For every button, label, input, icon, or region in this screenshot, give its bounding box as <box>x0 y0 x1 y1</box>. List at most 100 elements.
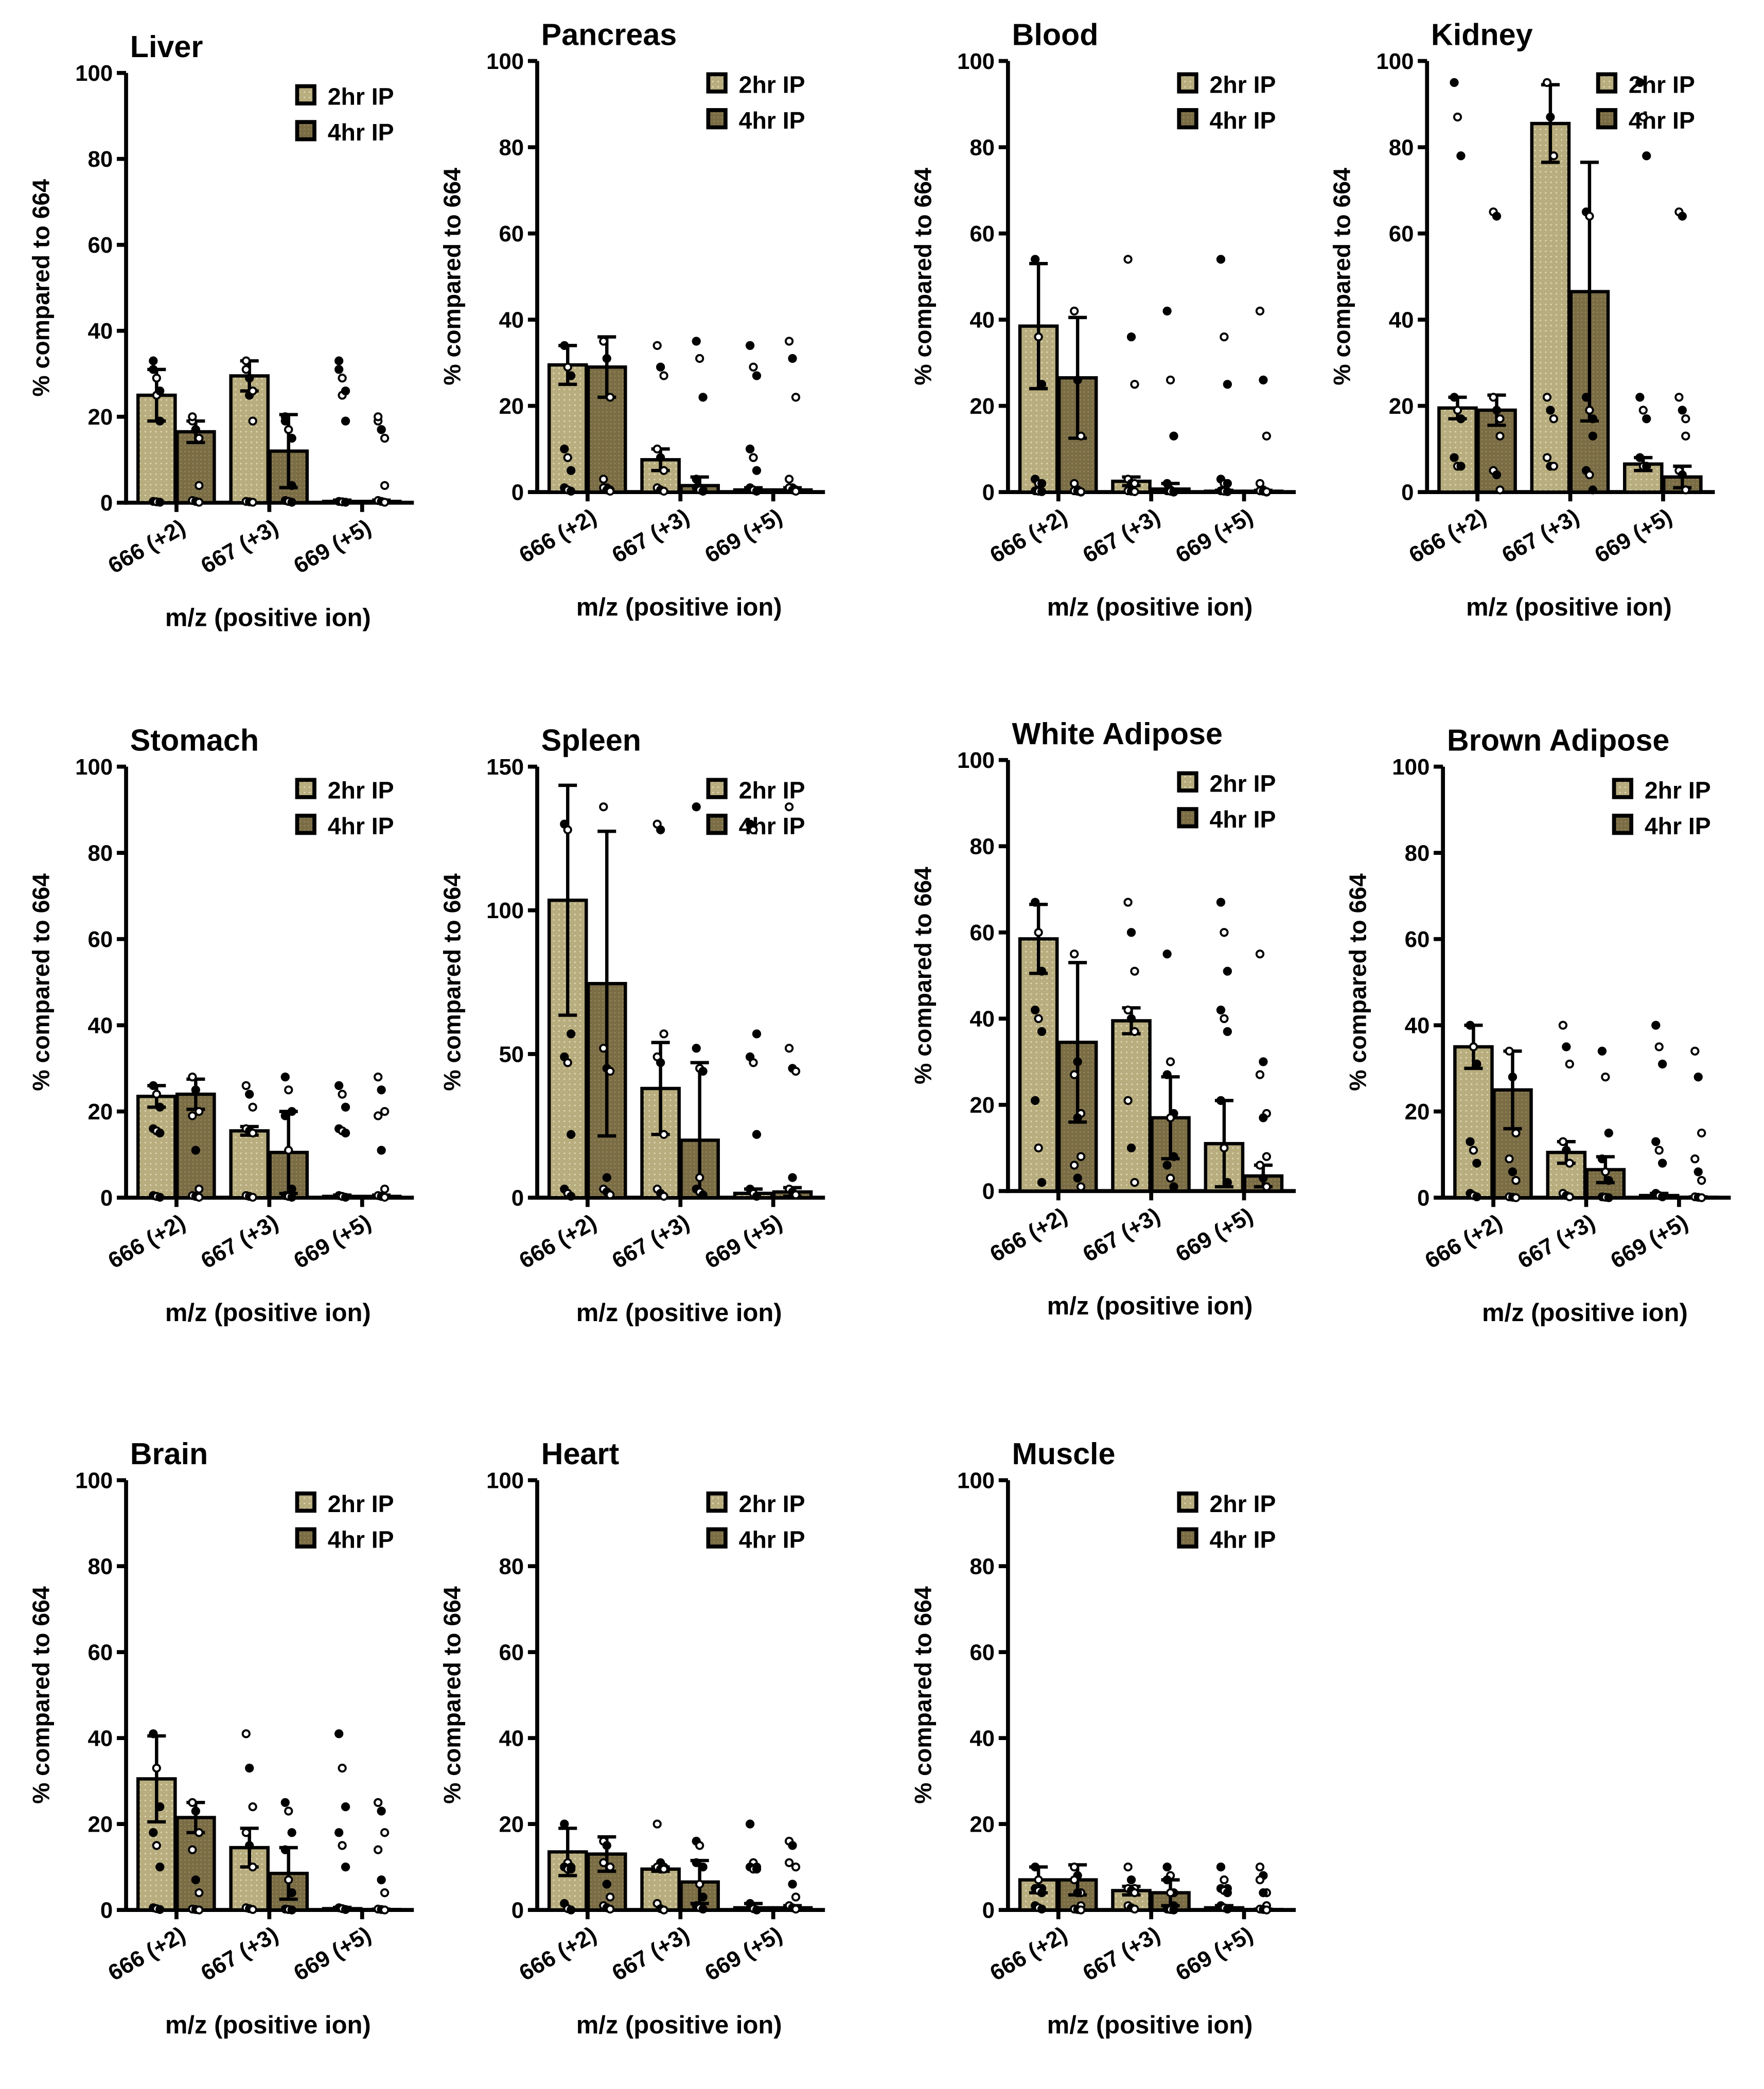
legend-label: 4hr IP <box>328 119 394 146</box>
y-tick-label: 0 <box>100 490 113 516</box>
data-point <box>241 1729 251 1739</box>
data-point <box>1262 487 1272 496</box>
data-point <box>1220 1143 1229 1153</box>
legend-label: 4hr IP <box>1210 107 1276 134</box>
data-point <box>1697 1193 1706 1202</box>
y-axis-label: % compared to 664 <box>1345 873 1371 1091</box>
data-point <box>188 1111 197 1120</box>
data-point <box>599 1044 608 1053</box>
legend-label: 4hr IP <box>739 1526 805 1553</box>
x-tick-label: 669 (+5) <box>1171 504 1257 568</box>
data-point <box>784 337 794 346</box>
data-point <box>1031 1005 1040 1015</box>
data-point <box>692 337 701 346</box>
data-point <box>1642 462 1651 471</box>
data-point <box>1597 1046 1607 1056</box>
data-point <box>195 1184 204 1194</box>
data-point <box>698 1190 708 1200</box>
chart-title: Pancreas <box>541 17 677 52</box>
x-tick-label: 666 (+2) <box>986 504 1072 568</box>
data-point <box>1508 1073 1518 1082</box>
data-point <box>1549 462 1558 471</box>
y-tick-label: 20 <box>969 394 995 419</box>
bar-2hr <box>229 1846 270 1912</box>
data-point <box>287 1107 296 1116</box>
data-point <box>1255 1070 1265 1079</box>
data-point <box>241 365 251 374</box>
data-point <box>606 1066 615 1076</box>
data-point <box>1037 1904 1047 1914</box>
data-point <box>245 1841 254 1850</box>
data-point <box>745 1819 755 1829</box>
data-point <box>1585 212 1594 221</box>
chart-title: White Adipose <box>1012 716 1223 751</box>
data-point <box>341 498 350 507</box>
x-tick-label: 667 (+3) <box>197 515 283 579</box>
data-point <box>1469 1146 1478 1155</box>
legend-swatch-2hr <box>1177 72 1198 94</box>
chart-liver: Liver 0 20 40 60 80 100 % compared to 664 m/z (p… <box>28 29 414 631</box>
legend-label: 4hr IP <box>1210 806 1276 833</box>
data-point <box>1169 1905 1178 1915</box>
x-tick-label: 667 (+3) <box>197 1209 283 1274</box>
y-tick-label: 40 <box>969 308 995 333</box>
data-point <box>377 1146 386 1155</box>
data-point <box>692 802 701 812</box>
data-point <box>284 1806 293 1816</box>
x-tick-label: 669 (+5) <box>290 1209 376 1274</box>
data-point <box>1642 414 1651 424</box>
data-point <box>784 1044 794 1053</box>
data-point <box>1642 151 1651 161</box>
data-point <box>287 498 296 507</box>
y-tick-label: 0 <box>982 1898 995 1923</box>
chart-title: Heart <box>541 1436 620 1471</box>
y-tick-label: 60 <box>499 221 524 247</box>
data-point <box>1697 1176 1706 1185</box>
y-tick-label: 100 <box>486 49 524 74</box>
data-point <box>341 1102 350 1112</box>
legend-label: 2hr IP <box>328 1490 394 1517</box>
data-point <box>656 453 665 462</box>
y-tick-label: 0 <box>982 1179 995 1204</box>
data-point <box>1255 949 1265 959</box>
data-point <box>1216 1862 1226 1872</box>
data-point <box>1130 1027 1139 1037</box>
data-point <box>563 453 572 462</box>
x-axis-label: m/z (positive ion) <box>165 604 371 631</box>
y-axis-label: % compared to 664 <box>909 1586 936 1804</box>
data-point <box>656 825 665 835</box>
data-point <box>749 1058 758 1067</box>
data-point <box>788 354 797 363</box>
data-point <box>1126 1014 1136 1023</box>
data-point <box>698 1904 708 1914</box>
data-point <box>380 1828 390 1837</box>
data-point <box>599 802 608 812</box>
data-point <box>1262 1905 1272 1915</box>
chart-blood: Blood 0 20 40 60 80 100 % compared to 664 m/z (p… <box>909 17 1296 621</box>
data-point <box>155 1905 165 1914</box>
data-point <box>1216 255 1226 264</box>
y-tick-label: 80 <box>969 1554 995 1579</box>
data-point <box>659 1905 668 1915</box>
data-point <box>1542 393 1552 402</box>
x-tick-label: 666 (+2) <box>1421 1209 1507 1274</box>
data-point <box>1694 1167 1703 1177</box>
data-point <box>1697 1128 1706 1138</box>
y-tick-label: 40 <box>1389 308 1414 333</box>
data-point <box>692 475 701 484</box>
data-point <box>341 1905 350 1914</box>
data-point <box>1259 375 1268 384</box>
data-point <box>1558 1021 1567 1030</box>
x-tick-label: 666 (+2) <box>104 1209 190 1274</box>
data-point <box>191 1085 200 1095</box>
data-point <box>1453 406 1462 415</box>
data-point <box>248 1802 257 1812</box>
data-point <box>1076 1152 1086 1161</box>
data-point <box>152 1090 161 1099</box>
data-point <box>659 1865 668 1874</box>
data-point <box>1546 112 1555 122</box>
y-axis-label: % compared to 664 <box>438 1586 465 1804</box>
data-point <box>1216 1005 1226 1015</box>
legend-swatch-4hr <box>706 814 728 835</box>
data-point <box>1511 1128 1521 1138</box>
